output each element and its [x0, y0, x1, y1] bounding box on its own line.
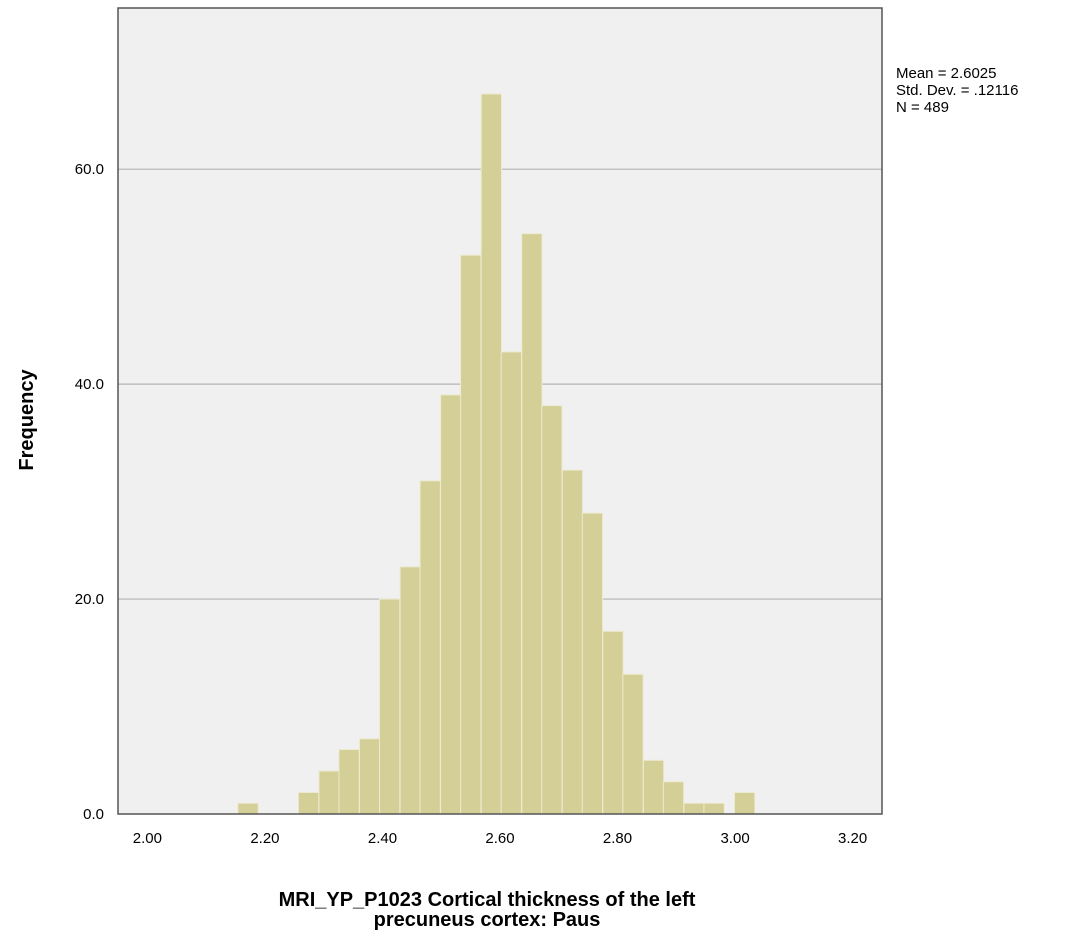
x-axis-title-line-1: MRI_YP_P1023 Cortical thickness of the l… [279, 889, 696, 911]
x-tick-label: 2.80 [603, 830, 632, 847]
histogram-bar [460, 254, 482, 815]
histogram-bar [359, 738, 381, 815]
histogram-bar [683, 802, 705, 815]
y-tick-label: 20.0 [75, 591, 104, 608]
x-tick-label: 2.00 [133, 830, 162, 847]
stats-std-dev: Std. Dev. = .12116 [896, 82, 1018, 99]
x-tick-label: 3.00 [720, 830, 749, 847]
histogram-bar [622, 673, 644, 815]
histogram-bar [662, 781, 685, 815]
y-tick-label: 0.0 [83, 806, 104, 823]
histogram-bar [642, 759, 665, 815]
histogram-bar [500, 351, 522, 815]
histogram-bar [480, 93, 502, 815]
y-tick-label: 40.0 [75, 376, 104, 393]
histogram-bar [581, 512, 604, 815]
histogram-bar [379, 598, 401, 815]
histogram-bar [541, 405, 563, 815]
histogram-bar [733, 792, 756, 815]
bars [237, 93, 756, 815]
histogram-bar [338, 749, 360, 815]
y-axis-title: Frequency [16, 369, 38, 471]
x-tick-label: 2.20 [250, 830, 279, 847]
histogram-bar [237, 802, 259, 815]
x-tick-label: 2.40 [368, 830, 397, 847]
stats-mean: Mean = 2.6025 [896, 65, 997, 82]
histogram-bar [419, 480, 441, 815]
histogram-bar [602, 630, 624, 815]
x-axis-ticks: 2.00 2.20 2.40 2.60 2.80 3.00 3.20 [133, 830, 867, 847]
x-tick-label: 3.20 [838, 830, 867, 847]
plot-frame [117, 7, 883, 815]
histogram-bar [440, 394, 462, 815]
histogram-bar [561, 469, 584, 815]
stats-n: N = 489 [896, 99, 949, 116]
histogram-bar [318, 770, 340, 815]
y-axis-ticks: 0.0 20.0 40.0 60.0 [75, 161, 104, 823]
histogram-bar [703, 802, 725, 815]
histogram-bar [297, 792, 320, 815]
y-tick-label: 60.0 [75, 161, 104, 178]
histogram-bar [521, 233, 543, 815]
x-axis-title-line-2: precuneus cortex: Paus [374, 909, 601, 931]
x-tick-label: 2.60 [485, 830, 514, 847]
histogram-bar [399, 566, 421, 815]
